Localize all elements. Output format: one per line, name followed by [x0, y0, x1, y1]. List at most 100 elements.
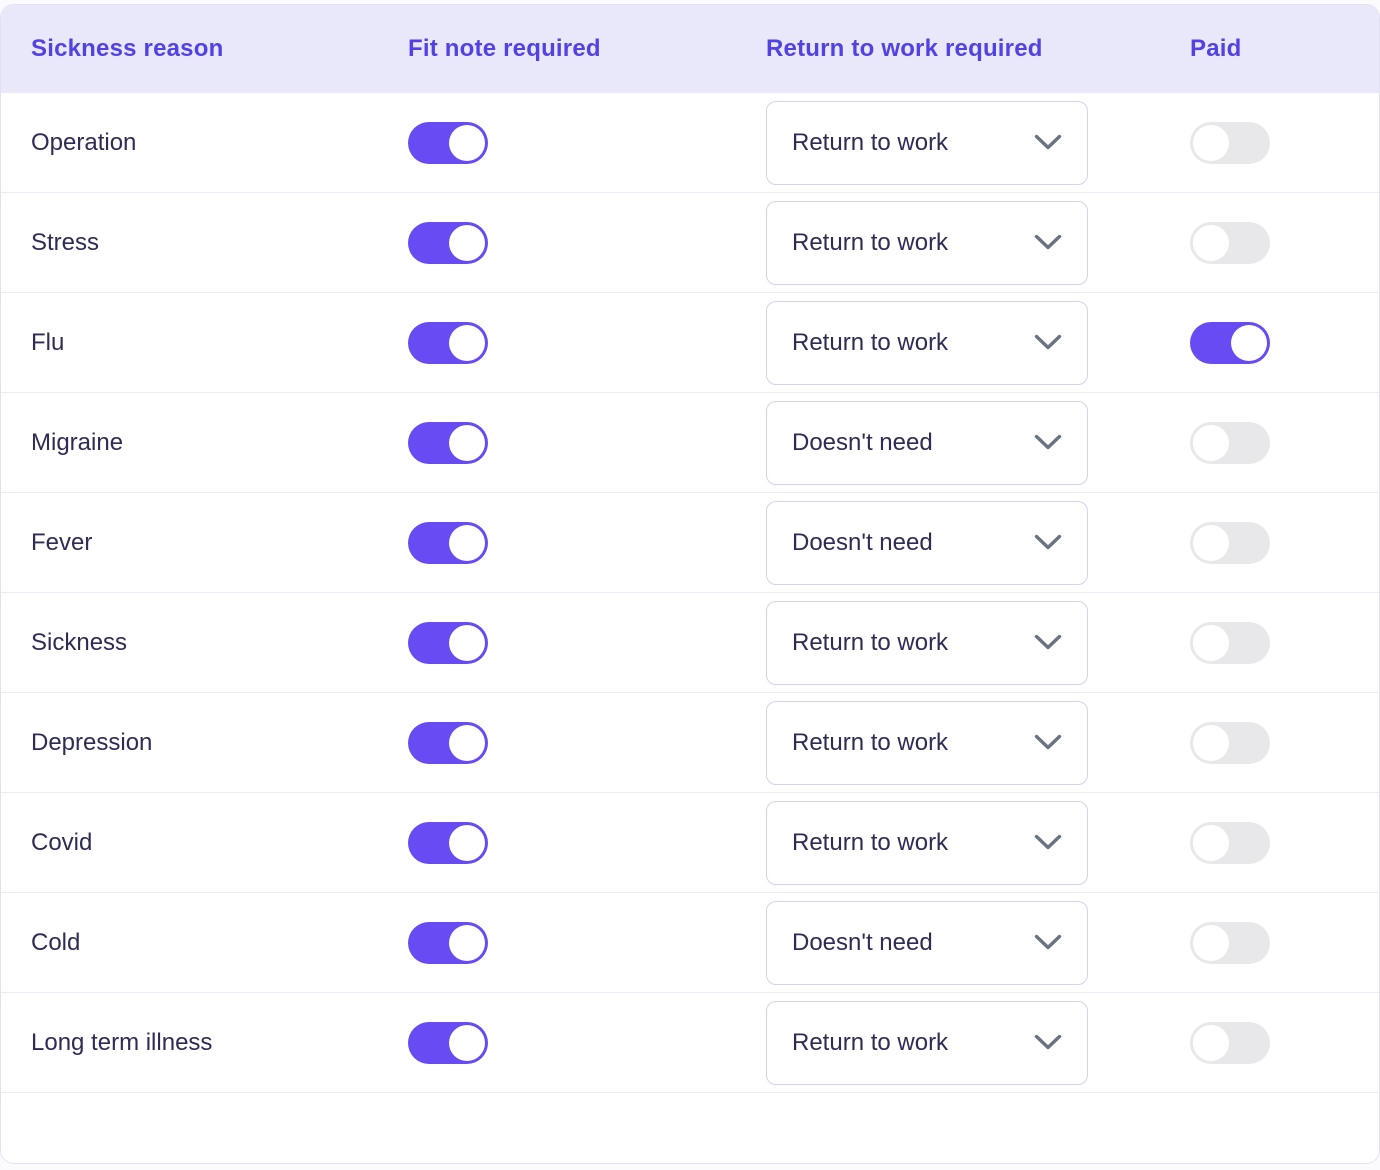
- fit-note-toggle[interactable]: [408, 621, 488, 664]
- paid-cell: [1190, 721, 1379, 764]
- fit-note-toggle[interactable]: [408, 321, 488, 364]
- sickness-reason-label: Covid: [31, 828, 93, 856]
- paid-toggle[interactable]: [1190, 921, 1270, 964]
- sickness-reason-label: Migraine: [31, 428, 124, 456]
- toggle-knob: [449, 1024, 485, 1061]
- toggle-knob: [449, 124, 485, 161]
- return-to-work-cell: Return to work: [766, 600, 1190, 685]
- return-to-work-dropdown[interactable]: Return to work: [766, 300, 1088, 385]
- table-row: Long term illness Return to work: [1, 993, 1379, 1093]
- paid-cell: [1190, 1021, 1379, 1064]
- return-to-work-cell: Return to work: [766, 700, 1190, 785]
- sickness-reason-cell: Migraine: [1, 429, 408, 457]
- table-row: Operation Return to work: [1, 93, 1379, 193]
- paid-toggle[interactable]: [1190, 721, 1270, 764]
- toggle-knob: [1193, 1024, 1229, 1061]
- fit-note-toggle[interactable]: [408, 221, 488, 264]
- fit-note-toggle[interactable]: [408, 1021, 488, 1064]
- paid-cell: [1190, 421, 1379, 464]
- return-to-work-cell: Return to work: [766, 200, 1190, 285]
- table-row: Flu Return to work: [1, 293, 1379, 393]
- toggle-knob: [1231, 324, 1267, 361]
- return-to-work-cell: Doesn't need: [766, 500, 1190, 585]
- sickness-reason-label: Stress: [31, 228, 100, 256]
- return-to-work-value: Return to work: [792, 128, 949, 156]
- paid-toggle[interactable]: [1190, 121, 1270, 164]
- paid-cell: [1190, 521, 1379, 564]
- toggle-knob: [449, 824, 485, 861]
- fit-note-toggle[interactable]: [408, 821, 488, 864]
- chevron-down-icon: [1034, 434, 1062, 450]
- paid-toggle[interactable]: [1190, 421, 1270, 464]
- fit-note-toggle[interactable]: [408, 121, 488, 164]
- toggle-knob: [449, 624, 485, 661]
- fit-note-cell: [408, 321, 766, 364]
- chevron-down-icon: [1034, 834, 1062, 850]
- paid-toggle[interactable]: [1190, 821, 1270, 864]
- table-row: Stress Return to work: [1, 193, 1379, 293]
- chevron-down-icon: [1034, 334, 1062, 350]
- sickness-settings-table: Sickness reason Fit note required Return…: [0, 4, 1380, 1164]
- paid-cell: [1190, 621, 1379, 664]
- sickness-reason-cell: Flu: [1, 329, 408, 357]
- paid-toggle[interactable]: [1190, 621, 1270, 664]
- fit-note-cell: [408, 121, 766, 164]
- paid-toggle[interactable]: [1190, 1021, 1270, 1064]
- return-to-work-dropdown[interactable]: Doesn't need: [766, 400, 1088, 485]
- fit-note-toggle[interactable]: [408, 921, 488, 964]
- fit-note-cell: [408, 221, 766, 264]
- fit-note-cell: [408, 521, 766, 564]
- return-to-work-dropdown[interactable]: Return to work: [766, 700, 1088, 785]
- chevron-down-icon: [1034, 1034, 1062, 1050]
- chevron-down-icon: [1034, 534, 1062, 550]
- sickness-reason-label: Fever: [31, 528, 93, 556]
- paid-cell: [1190, 921, 1379, 964]
- toggle-knob: [1193, 724, 1229, 761]
- toggle-knob: [1193, 224, 1229, 261]
- toggle-knob: [1193, 924, 1229, 961]
- fit-note-cell: [408, 821, 766, 864]
- sickness-reason-cell: Sickness: [1, 629, 408, 657]
- toggle-knob: [449, 924, 485, 961]
- paid-cell: [1190, 121, 1379, 164]
- toggle-knob: [1193, 624, 1229, 661]
- table-row: Migraine Doesn't need: [1, 393, 1379, 493]
- return-to-work-dropdown[interactable]: Return to work: [766, 1000, 1088, 1085]
- toggle-knob: [449, 324, 485, 361]
- return-to-work-dropdown[interactable]: Doesn't need: [766, 900, 1088, 985]
- chevron-down-icon: [1034, 634, 1062, 650]
- return-to-work-dropdown[interactable]: Return to work: [766, 100, 1088, 185]
- fit-note-toggle[interactable]: [408, 521, 488, 564]
- return-to-work-dropdown[interactable]: Return to work: [766, 800, 1088, 885]
- chevron-down-icon: [1034, 134, 1062, 150]
- sickness-reason-label: Sickness: [31, 628, 128, 656]
- table-header: Sickness reason Fit note required Return…: [1, 5, 1379, 93]
- return-to-work-value: Doesn't need: [792, 428, 933, 456]
- return-to-work-value: Return to work: [792, 828, 949, 856]
- return-to-work-value: Doesn't need: [792, 528, 933, 556]
- paid-toggle[interactable]: [1190, 321, 1270, 364]
- column-header-return-to-work-required: Return to work required: [766, 35, 1043, 62]
- fit-note-toggle[interactable]: [408, 721, 488, 764]
- sickness-reason-label: Cold: [31, 928, 81, 956]
- return-to-work-cell: Return to work: [766, 300, 1190, 385]
- return-to-work-dropdown[interactable]: Return to work: [766, 200, 1088, 285]
- sickness-reason-label: Long term illness: [31, 1028, 213, 1056]
- fit-note-toggle[interactable]: [408, 421, 488, 464]
- return-to-work-cell: Doesn't need: [766, 400, 1190, 485]
- return-to-work-value: Return to work: [792, 628, 949, 656]
- return-to-work-dropdown[interactable]: Doesn't need: [766, 500, 1088, 585]
- paid-cell: [1190, 321, 1379, 364]
- return-to-work-cell: Return to work: [766, 1000, 1190, 1085]
- fit-note-cell: [408, 921, 766, 964]
- sickness-reason-cell: Fever: [1, 529, 408, 557]
- return-to-work-value: Return to work: [792, 228, 949, 256]
- sickness-reason-cell: Stress: [1, 229, 408, 257]
- paid-toggle[interactable]: [1190, 221, 1270, 264]
- sickness-reason-label: Operation: [31, 128, 137, 156]
- return-to-work-dropdown[interactable]: Return to work: [766, 600, 1088, 685]
- return-to-work-value: Doesn't need: [792, 928, 933, 956]
- table-row: Cold Doesn't need: [1, 893, 1379, 993]
- fit-note-cell: [408, 721, 766, 764]
- paid-toggle[interactable]: [1190, 521, 1270, 564]
